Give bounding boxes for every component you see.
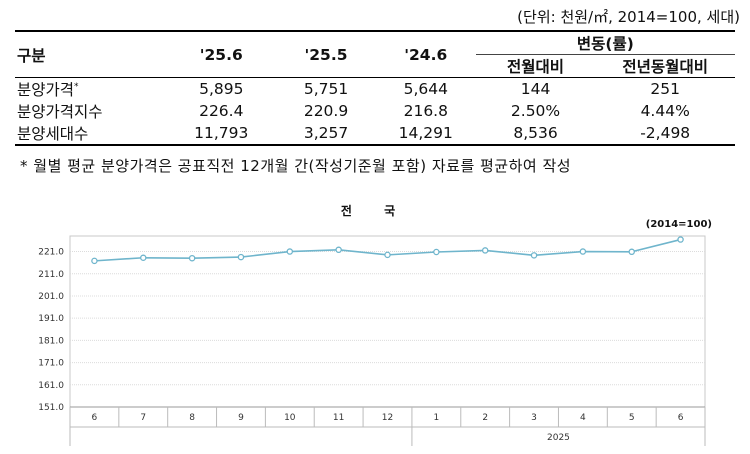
y-tick-label: 161.0 [38, 381, 64, 391]
x-tick-label: 5 [629, 413, 635, 423]
x-tick-label: 10 [284, 413, 296, 423]
x-tick-label: 3 [531, 413, 537, 423]
cell: 8,536 [475, 122, 596, 146]
chart-title: 전 국 [340, 204, 410, 218]
cell: 216.8 [403, 102, 448, 120]
footnote: * 월별 평균 분양가격은 공표직전 12개월 간(작성기준월 포함) 자료를 … [20, 157, 572, 175]
x-tick-label: 4 [580, 413, 586, 423]
x-tick-label: 9 [238, 413, 244, 423]
header-category: 구분 [15, 30, 167, 78]
cell: 226.4 [199, 102, 244, 120]
x-tick-label: 2 [482, 413, 488, 423]
x-tick-label: 6 [92, 413, 98, 423]
cell: 4.44% [640, 102, 690, 120]
data-point [579, 248, 587, 255]
cell: 3,257 [276, 122, 376, 146]
header-change: 변동(률) [475, 30, 735, 55]
table-row: 분양가격* 5,895 5,751 5,644 144 251 [15, 78, 735, 101]
x-tick-label: 8 [189, 413, 195, 423]
y-tick-label: 221.0 [38, 248, 64, 258]
y-tick-label: 181.0 [38, 336, 64, 346]
data-point [530, 252, 538, 259]
x-tick-label: 6 [678, 413, 684, 423]
data-point [286, 248, 294, 255]
header-mom: 전월대비 [475, 54, 596, 78]
cell: 2.50% [510, 102, 561, 120]
header-255: '25.5 [276, 30, 376, 78]
cell: 5,895 [199, 80, 244, 98]
data-point [481, 247, 489, 254]
unit-note: (단위: 천원/㎡, 2014=100, 세대) [517, 8, 740, 26]
x-tick-label: 1 [433, 413, 439, 423]
x-tick-label: 11 [333, 413, 344, 423]
row-label: 분양가격* [17, 81, 79, 99]
y-tick-label: 151.0 [38, 403, 64, 413]
row-label: 분양가격지수 [17, 103, 103, 121]
y-tick-label: 191.0 [38, 314, 64, 324]
cell: 5,751 [303, 80, 349, 98]
plot-frame [69, 235, 706, 408]
data-point [628, 248, 635, 256]
header-256: '25.6 [166, 30, 277, 78]
data-point [335, 246, 342, 254]
data-point [91, 257, 98, 265]
y-tick-label: 201.0 [38, 292, 64, 302]
header-246: '24.6 [375, 30, 476, 78]
chart-base-note: (2014=100) [645, 219, 712, 230]
cell: -2,498 [595, 122, 735, 146]
cell: 220.9 [303, 102, 349, 120]
cell: 251 [650, 80, 680, 98]
cell: 14,291 [375, 122, 476, 146]
cell: 11,793 [166, 122, 277, 146]
x-tick-label: 12 [382, 413, 393, 423]
y-tick-label: 171.0 [38, 359, 64, 369]
data-point [384, 251, 391, 259]
table-row: 분양세대수 11,793 3,257 14,291 8,536 -2,498 [15, 122, 735, 146]
y-tick-label: 211.0 [38, 270, 64, 280]
row-label: 분양세대수 [15, 122, 167, 146]
x-tick-label: 7 [140, 413, 146, 423]
x-year-label: 2025 [547, 433, 570, 443]
price-table: 구분 '25.6 '25.5 '24.6 변동(률) 전월대비 전년동월대비 분… [15, 30, 735, 146]
header-yoy: 전년동월대비 [595, 54, 735, 78]
data-point [140, 254, 147, 262]
cell: 5,644 [403, 80, 448, 98]
table-row: 분양가격지수 226.4 220.9 216.8 2.50% 4.44% [15, 100, 735, 122]
cell: 144 [520, 80, 551, 98]
data-point [188, 254, 196, 262]
data-point [237, 253, 245, 261]
data-point [677, 236, 684, 243]
data-point [433, 248, 440, 256]
